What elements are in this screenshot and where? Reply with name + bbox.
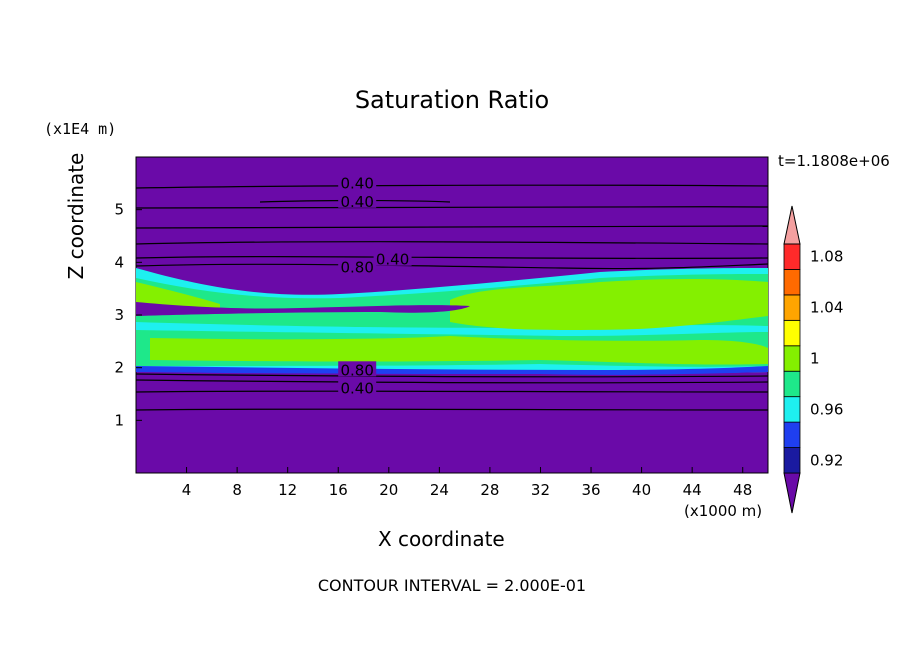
colorbar-lower-arrow: [783, 472, 801, 514]
colorbar: 1.08 1.04 1 0.96 0.92: [783, 205, 843, 514]
x-tick-label: 8: [232, 481, 242, 499]
colorbar-tick-label: 1.08: [810, 248, 843, 266]
contour-labels: 0.400.400.400.800.800.40: [338, 174, 412, 398]
contour-label-bg: [373, 250, 412, 266]
colorbar-band: [783, 370, 801, 398]
contour-interval-text: CONTOUR INTERVAL = 2.000E-01: [317, 576, 587, 595]
x-tick-label: 16: [329, 481, 348, 499]
y-axis-label: Z coordinate: [64, 152, 88, 280]
colorbar-band: [783, 396, 801, 423]
contour-label: 0.80: [340, 259, 373, 277]
colorbar-band: [783, 269, 801, 296]
colorbar-tick-label: 0.96: [810, 400, 843, 418]
x-tick-label: 32: [531, 481, 550, 499]
y-tick-label: 3: [114, 306, 124, 324]
y-tick-label: 4: [114, 253, 124, 271]
colorbar-band: [783, 421, 801, 448]
y-unit-label: (x1E4 m): [44, 120, 117, 138]
lower-layer-lightgreen: [150, 336, 768, 365]
colorbar-band: [783, 319, 801, 347]
y-tick-label: 5: [114, 201, 124, 219]
x-tick-label: 36: [581, 481, 600, 499]
colorbar-band: [783, 294, 801, 321]
field-layers: [136, 184, 768, 411]
x-tick-label: 44: [683, 481, 702, 499]
y-axis-ticks: 1 2 3 4 5: [114, 201, 142, 429]
chart-title: Saturation Ratio: [354, 86, 550, 114]
colorbar-upper-arrow: [783, 205, 801, 245]
x-tick-label: 4: [182, 481, 192, 499]
contour-lines: [136, 184, 768, 411]
colorbar-tick-label: 1.04: [810, 299, 843, 317]
y-tick-label: 2: [114, 359, 124, 377]
colorbar-tick-label: 1: [810, 350, 820, 368]
colorbar-band: [783, 345, 801, 372]
colorbar-band: [783, 243, 801, 270]
colorbar-band: [783, 447, 801, 474]
contour-label: 0.80: [340, 361, 373, 379]
contour-label-bg: [338, 258, 377, 274]
contour-label-bg: [338, 379, 377, 395]
colorbar-tick-label: 0.92: [810, 451, 843, 469]
contour-label-bg: [338, 174, 377, 190]
contour-label: 0.40: [340, 380, 373, 398]
contour-label: 0.40: [340, 193, 373, 211]
x-tick-label: 24: [430, 481, 449, 499]
x-axis-label: X coordinate: [378, 527, 505, 551]
contour-label-bg: [338, 192, 377, 208]
upper-layer-lightgreen: [450, 279, 768, 331]
x-tick-label: 28: [480, 481, 499, 499]
lower-layer-blue-edge: [136, 366, 768, 375]
x-unit-label: (x1000 m): [684, 502, 763, 520]
x-tick-label: 20: [379, 481, 398, 499]
x-tick-label: 48: [733, 481, 752, 499]
x-tick-label: 40: [632, 481, 651, 499]
y-tick-label: 1: [114, 411, 124, 429]
contour-label: 0.40: [340, 174, 373, 192]
gap-purple: [136, 302, 470, 316]
contour-label: 0.40: [376, 251, 409, 269]
x-axis-ticks: 4 8 12 16 20 24 28 32 36 40 44 48: [182, 467, 752, 499]
contour-label-bg: [338, 361, 377, 377]
x-tick-label: 12: [278, 481, 297, 499]
time-label: t=1.1808e+06: [778, 152, 890, 170]
